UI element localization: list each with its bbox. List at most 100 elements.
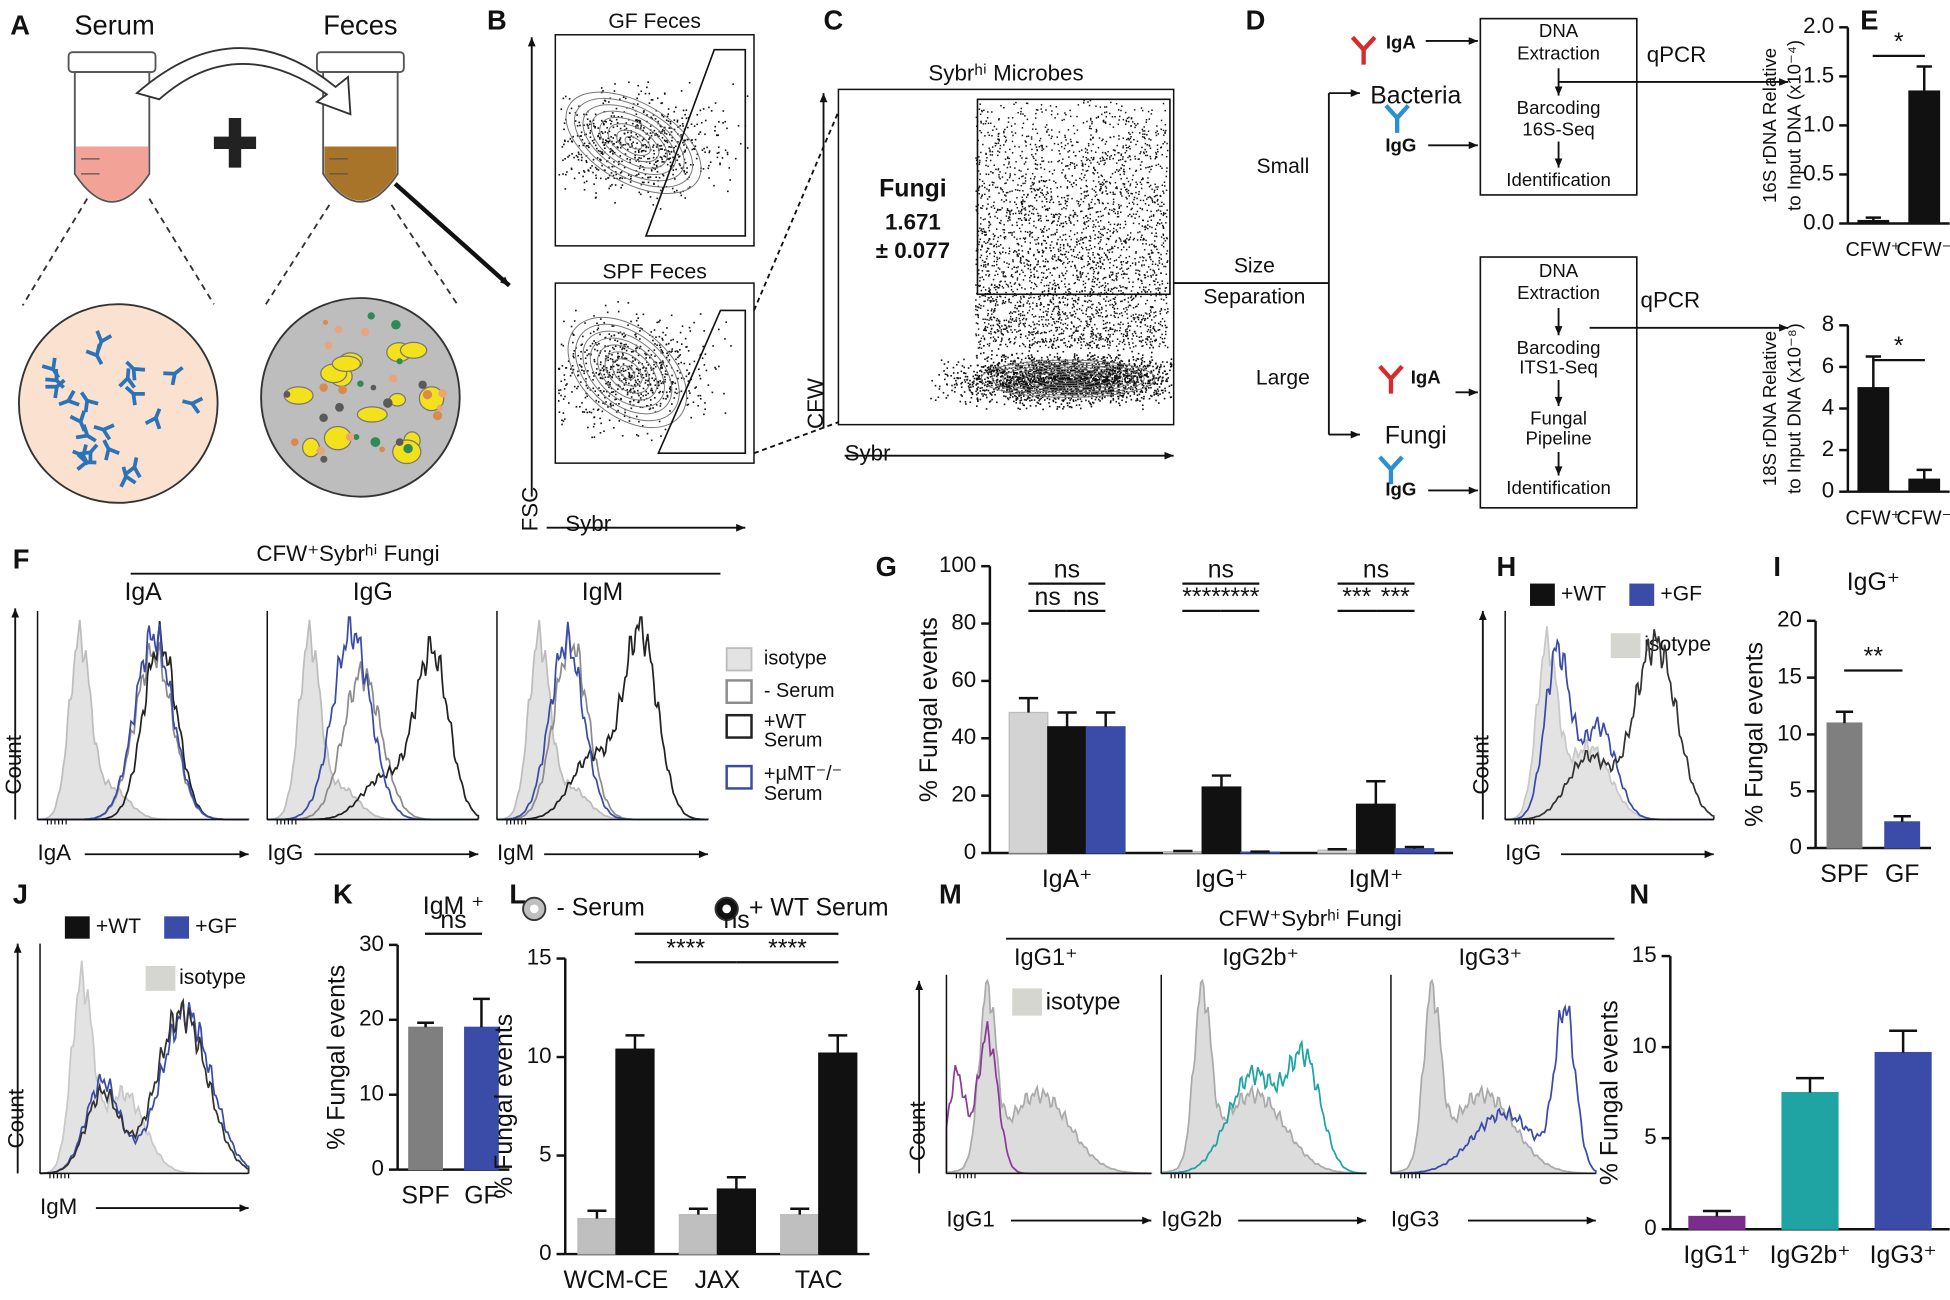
event-dot [1107, 344, 1109, 346]
antibody [93, 423, 115, 441]
event-dot [1104, 365, 1107, 367]
event-dot [1161, 341, 1164, 343]
event-dot [1089, 267, 1092, 270]
event-dot [1045, 392, 1047, 395]
event-dot [617, 409, 619, 412]
event-dot [622, 96, 625, 98]
event-dot [631, 356, 634, 359]
event-dot [629, 377, 632, 379]
event-dot [1055, 339, 1058, 342]
event-dot [1077, 257, 1080, 259]
event-dot [988, 221, 990, 223]
event-dot [1140, 363, 1143, 366]
event-dot [1107, 228, 1109, 231]
event-dot [688, 372, 691, 374]
event-dot [997, 267, 1000, 269]
event-dot [1161, 338, 1164, 340]
event-dot [1063, 393, 1066, 396]
event-dot [1120, 286, 1122, 289]
event-dot [576, 134, 579, 137]
event-dot [1019, 258, 1022, 260]
antibody [118, 368, 136, 389]
event-dot [1098, 371, 1100, 374]
event-dot [1103, 370, 1106, 373]
event-dot [690, 416, 693, 419]
event-dot [599, 369, 602, 372]
event-dot [1014, 167, 1016, 169]
event-dot [1085, 179, 1088, 182]
event-dot [1086, 322, 1088, 324]
event-dot [683, 139, 685, 142]
event-dot [1075, 385, 1077, 388]
event-dot [1089, 387, 1091, 390]
event-dot [960, 386, 963, 389]
event-dot [1032, 208, 1034, 211]
event-dot [647, 349, 650, 352]
event-dot [1102, 360, 1105, 362]
event-dot [982, 205, 984, 207]
event-dot [1162, 234, 1165, 236]
event-dot [1016, 398, 1019, 400]
event-dot [578, 144, 581, 147]
event-dot [1011, 377, 1014, 379]
event-dot [1110, 392, 1113, 394]
event-dot [677, 377, 679, 380]
event-dot [641, 139, 644, 142]
event-dot [1050, 382, 1053, 385]
event-dot [1085, 156, 1087, 159]
event-dot [583, 372, 586, 375]
event-dot [1149, 157, 1152, 160]
event-dot [1075, 390, 1078, 392]
event-dot [1040, 108, 1042, 110]
event-dot [1170, 358, 1173, 361]
event-dot [1163, 365, 1166, 368]
event-dot [1058, 326, 1061, 329]
event-dot [1039, 368, 1041, 371]
event-dot [622, 363, 625, 365]
event-dot [1066, 404, 1069, 407]
event-dot [585, 377, 587, 380]
event-dot [1132, 384, 1135, 386]
event-dot [589, 132, 592, 134]
event-dot [653, 329, 656, 331]
event-dot [1075, 399, 1077, 402]
event-dot [637, 173, 640, 175]
event-dot [656, 387, 659, 390]
event-dot [1025, 318, 1028, 320]
event-dot [1023, 395, 1025, 397]
event-dot [1152, 374, 1154, 377]
event-dot [642, 129, 644, 132]
event-dot [645, 379, 647, 382]
event-dot [1097, 356, 1099, 358]
event-dot [1066, 377, 1068, 380]
event-dot [642, 387, 645, 390]
event-dot [664, 334, 667, 336]
event-dot [583, 124, 585, 127]
event-dot [989, 392, 991, 394]
event-dot [597, 149, 600, 152]
event-dot [600, 152, 603, 154]
event-dot [671, 374, 673, 377]
event-dot [1044, 368, 1046, 371]
event-dot [1087, 384, 1090, 387]
event-dot [1110, 380, 1113, 383]
event-dot [1131, 377, 1133, 380]
event-dot [1133, 375, 1136, 378]
event-dot [612, 391, 615, 393]
event-dot [614, 83, 616, 85]
event-dot [1079, 372, 1081, 374]
event-dot [1012, 260, 1014, 263]
event-dot [621, 177, 624, 180]
event-dot [605, 139, 607, 141]
event-dot [716, 152, 719, 154]
event-dot [1109, 336, 1111, 338]
event-dot [1010, 387, 1012, 390]
event-dot [1078, 308, 1081, 310]
event-dot [1004, 172, 1007, 174]
event-dot [565, 173, 567, 176]
event-dot [1010, 381, 1012, 383]
event-dot [1020, 201, 1023, 203]
event-dot [1003, 135, 1006, 137]
event-dot [683, 362, 686, 365]
event-dot [581, 156, 583, 159]
